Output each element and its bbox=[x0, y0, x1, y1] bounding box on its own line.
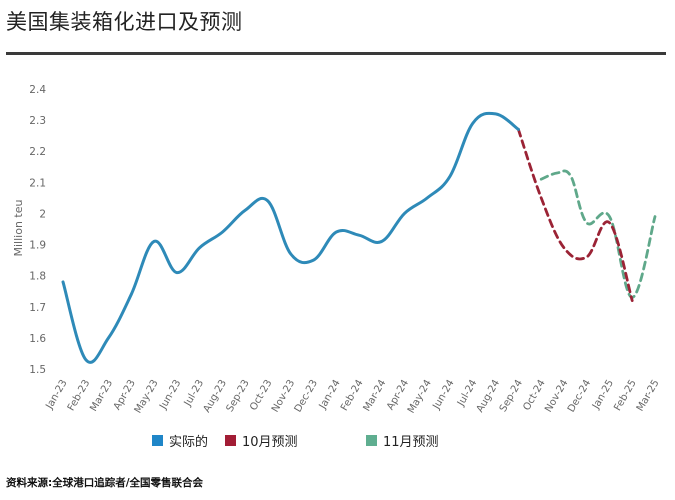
x-tick-label: Jun-24 bbox=[431, 378, 457, 412]
series-line-nov-forecast bbox=[539, 169, 657, 299]
legend-label-oct-forecast: 10月预测 bbox=[242, 435, 298, 450]
y-tick-label: 1.5 bbox=[29, 364, 46, 376]
y-tick-label: 1.6 bbox=[29, 333, 46, 345]
legend-item-nov-forecast: 11月预测 bbox=[366, 431, 439, 450]
line-chart: Million teu 1.5 1.6 1.7 1.8 1.9 2 2.1 2.2 2.3 2.4… bbox=[12, 84, 662, 415]
y-axis-label: Million teu bbox=[12, 200, 25, 257]
y-tick-label: 2 bbox=[39, 208, 46, 220]
y-tick-label: 2.3 bbox=[29, 115, 46, 127]
y-tick-label: 2.1 bbox=[29, 177, 46, 189]
series-line-oct-forecast bbox=[517, 128, 634, 302]
legend-item-actual: 实际的 bbox=[152, 431, 208, 450]
y-tick-label: 2.4 bbox=[29, 84, 46, 96]
x-tick-label: Jun-23 bbox=[157, 378, 183, 412]
x-tick-label: Mar-25 bbox=[635, 378, 662, 413]
y-tick-label: 1.7 bbox=[29, 302, 46, 314]
x-tick-label: Mar-24 bbox=[362, 378, 389, 413]
source-note: 资料来源:全球港口追踪者/全国零售联合会 bbox=[6, 477, 204, 489]
y-tick-label: 1.8 bbox=[29, 271, 46, 283]
legend-label-actual: 实际的 bbox=[169, 435, 209, 450]
legend-swatch-nov-forecast bbox=[366, 435, 377, 446]
y-tick-label: 2.2 bbox=[29, 146, 46, 158]
title-divider bbox=[6, 52, 666, 55]
x-tick-label: Jul-23 bbox=[182, 378, 206, 409]
legend-item-oct-forecast: 10月预测 bbox=[225, 431, 298, 450]
series-lines bbox=[61, 111, 657, 364]
legend-label-nov-forecast: 11月预测 bbox=[383, 435, 439, 450]
series-line-actual bbox=[61, 111, 520, 364]
chart-title: 美国集装箱化进口及预测 bbox=[6, 10, 243, 34]
legend-swatch-actual bbox=[152, 435, 163, 446]
x-tick-label: Jul-24 bbox=[455, 378, 479, 409]
y-tick-labels: 1.5 1.6 1.7 1.8 1.9 2 2.1 2.2 2.3 2.4 bbox=[29, 84, 46, 376]
legend-swatch-oct-forecast bbox=[225, 435, 236, 446]
x-tick-label: Mar-23 bbox=[88, 378, 115, 413]
legend: 实际的 10月预测 11月预测 bbox=[0, 431, 675, 451]
y-tick-label: 1.9 bbox=[29, 240, 46, 252]
